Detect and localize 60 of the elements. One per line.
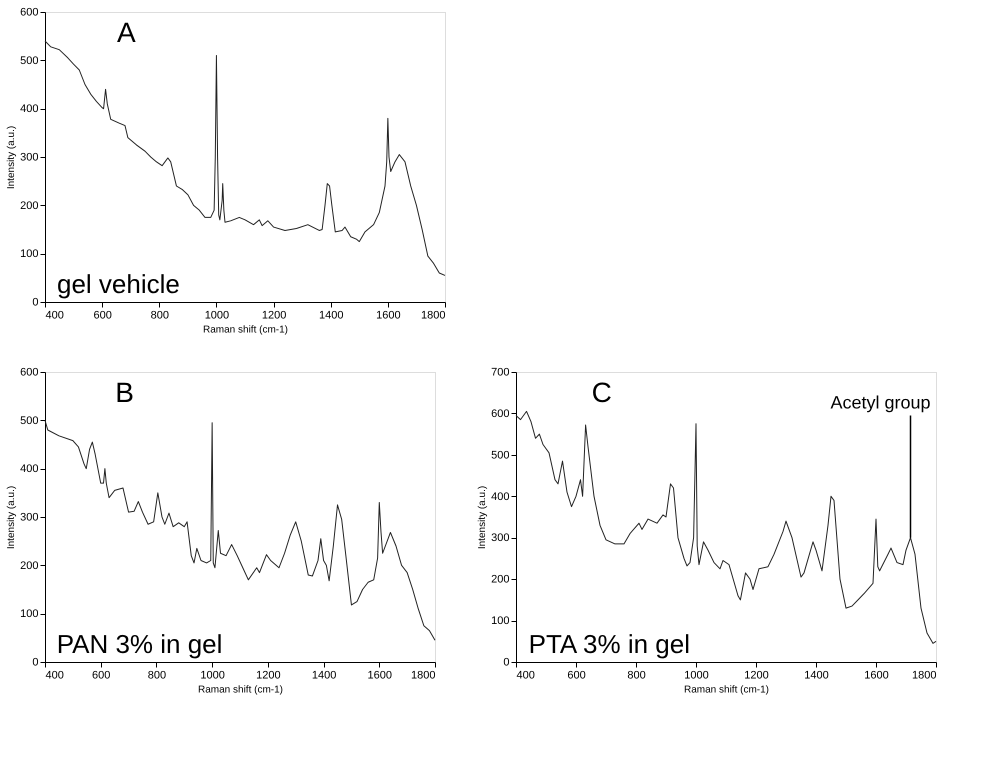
x-tick-label: 1800 [421, 310, 446, 322]
y-tick-label: 100 [20, 608, 38, 620]
x-tick-label: 400 [46, 310, 64, 322]
line-series [44, 40, 446, 276]
x-tick-label: 1600 [376, 310, 401, 322]
annotation: A [117, 17, 136, 48]
y-tick-label: 600 [491, 408, 510, 420]
x-axis-title: Raman shift (cm-1) [198, 684, 284, 696]
x-tick-label: 1200 [744, 670, 769, 682]
y-tick-label: 300 [491, 532, 510, 544]
annotation: PAN 3% in gel [56, 629, 222, 659]
x-tick-label: 1800 [912, 670, 936, 682]
annotation: PTA 3% in gel [528, 629, 690, 659]
x-tick-label: 600 [93, 310, 112, 322]
annotation: gel vehicle [57, 269, 180, 299]
y-tick-label: 200 [20, 560, 38, 572]
x-tick-label: 800 [627, 670, 646, 682]
x-tick-label: 1400 [312, 670, 336, 682]
y-tick-label: 700 [491, 366, 510, 378]
x-tick-label: 1800 [411, 670, 436, 682]
x-tick-label: 400 [516, 670, 535, 682]
annotation: C [592, 377, 612, 408]
y-tick-label: 0 [32, 656, 38, 668]
x-tick-label: 1400 [318, 310, 344, 322]
x-tick-label: 1000 [204, 310, 230, 322]
y-tick-label: 400 [20, 463, 38, 476]
y-tick-label: 600 [20, 366, 38, 378]
x-tick-label: 800 [150, 310, 169, 322]
annotation: Acetyl group [830, 392, 930, 412]
y-tick-label: 400 [491, 490, 510, 503]
x-tick-label: 1400 [804, 670, 829, 682]
y-tick-label: 200 [491, 574, 510, 586]
y-tick-label: 500 [491, 449, 510, 462]
y-axis-title: Intensity (a.u.) [6, 126, 18, 190]
y-tick-label: 600 [20, 6, 38, 18]
x-tick-label: 1600 [368, 670, 392, 682]
y-tick-label: 0 [32, 296, 38, 308]
x-tick-label: 1200 [262, 310, 286, 322]
y-tick-label: 100 [20, 248, 38, 260]
y-tick-label: 500 [20, 54, 38, 67]
y-axis-title: Intensity (a.u.) [477, 486, 488, 550]
x-axis-title: Raman shift (cm-1) [202, 324, 288, 336]
x-tick-label: 1000 [684, 670, 709, 682]
x-tick-label: 1000 [200, 670, 225, 682]
x-tick-label: 1600 [864, 670, 889, 682]
annotation: B [115, 377, 134, 408]
y-axis-title: Intensity (a.u.) [6, 486, 18, 550]
y-tick-label: 300 [20, 152, 38, 164]
y-tick-label: 300 [20, 512, 38, 524]
x-tick-label: 1200 [256, 670, 281, 682]
y-tick-label: 400 [20, 103, 38, 116]
x-axis-title: Raman shift (cm-1) [684, 684, 770, 696]
x-tick-label: 600 [92, 670, 110, 682]
x-tick-label: 600 [567, 670, 586, 682]
y-tick-label: 100 [491, 615, 510, 628]
y-tick-label: 500 [20, 414, 38, 427]
y-tick-label: 0 [503, 656, 510, 668]
y-tick-label: 200 [20, 200, 38, 212]
x-tick-label: 800 [148, 670, 166, 682]
x-tick-label: 400 [46, 670, 64, 682]
